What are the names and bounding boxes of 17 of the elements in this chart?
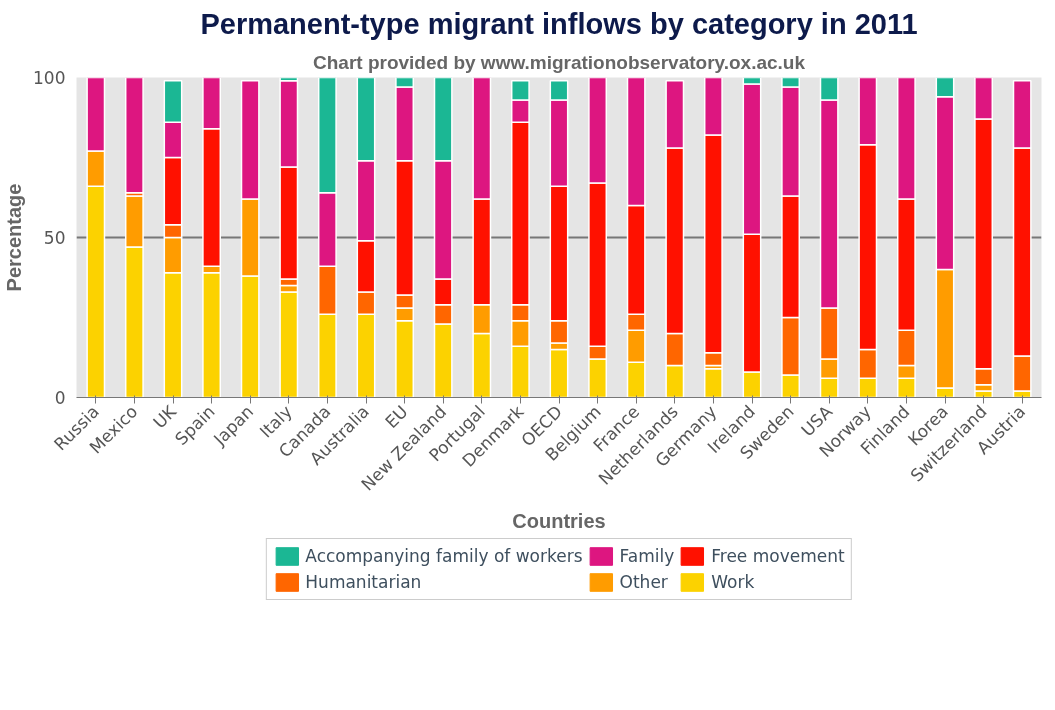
x-axis-title: Countries — [512, 509, 606, 532]
legend-label: Family — [619, 546, 675, 566]
chart-subtitle: Chart provided by www.migrationobservatory.ox.ac.uk — [313, 51, 806, 73]
legend-label: Work — [711, 572, 755, 592]
bar — [703, 367, 723, 398]
legend-label: Free movement — [711, 546, 845, 566]
legend-label: Accompanying family of workers — [305, 546, 583, 566]
bar — [202, 271, 222, 398]
legend-label: Other — [619, 572, 668, 592]
bar — [124, 77, 144, 194]
legend-label: Humanitarian — [305, 572, 422, 592]
y-tick-label: 0 — [54, 388, 66, 408]
y-axis-title: Percentage — [3, 183, 26, 292]
bar — [549, 348, 569, 398]
y-tick-label: 100 — [33, 68, 66, 88]
y-tick-label: 50 — [43, 228, 66, 248]
chart-title: Permanent-type migrant inflows by category in 2011 — [200, 7, 918, 40]
